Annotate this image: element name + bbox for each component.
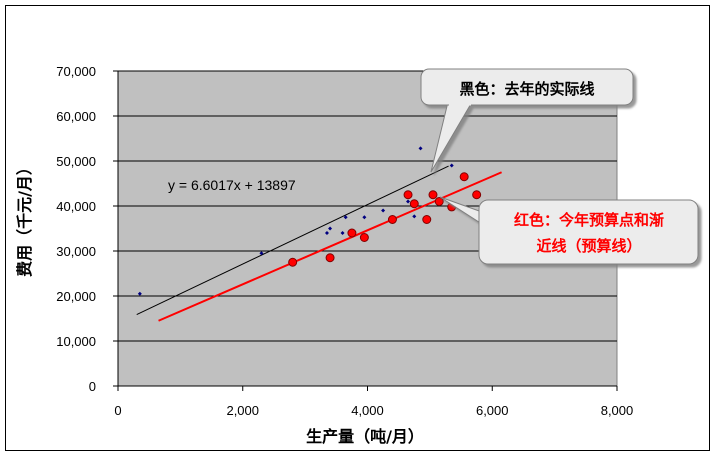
y-axis-title: 费用（千元/月） [15, 159, 34, 277]
callout-black-line [420, 68, 634, 173]
x-axis-title: 生产量（吨/月） [306, 427, 424, 446]
budget-point [472, 190, 482, 200]
y-tick-label: 10,000 [56, 334, 96, 349]
budget-point [387, 215, 397, 224]
actual-point [328, 226, 333, 231]
actual-point [381, 208, 386, 213]
actual-point [418, 146, 423, 151]
budget-point [434, 197, 444, 206]
actual-point [137, 291, 142, 296]
x-tick-label: 0 [114, 403, 121, 418]
x-tick-label: 6,000 [476, 403, 509, 418]
y-tick-label: 20,000 [56, 289, 96, 304]
y-tick-label: 0 [89, 379, 96, 394]
actual-point [412, 214, 417, 219]
budget-point [325, 253, 335, 263]
actual-point [324, 231, 329, 235]
budget-point [422, 215, 432, 224]
actual-point [406, 199, 411, 204]
callout-red-line-text-2: 近线（预算线） [536, 237, 641, 255]
callout-black-line-text: 黑色：去年的实际线 [459, 80, 594, 98]
actual-point [362, 215, 367, 220]
actual-point [340, 231, 345, 235]
actual-point [259, 251, 264, 256]
x-tick-label: 8,000 [601, 403, 634, 418]
trendline-actual [136, 165, 449, 316]
y-tick-label: 70,000 [56, 64, 96, 79]
actual-point [343, 215, 348, 220]
trendlines [136, 165, 503, 322]
budget-point [459, 172, 469, 182]
budget-point [288, 257, 298, 267]
data-points [137, 146, 482, 296]
budget-point [409, 199, 419, 209]
x-tick-label: 4,000 [351, 403, 384, 418]
budget-point [403, 190, 413, 200]
callout-red-line [439, 196, 699, 265]
x-tick-label: 2,000 [226, 403, 259, 418]
axes: 0 10,000 20,000 30,000 40,000 50,000 60,000 70,… [56, 64, 633, 418]
budget-point [428, 190, 438, 200]
y-tick-label: 50,000 [56, 154, 96, 169]
y-tick-label: 30,000 [56, 244, 96, 259]
callout-red-line-text-1: 红色：今年预算点和渐 [514, 211, 664, 229]
y-tick-label: 60,000 [56, 109, 96, 124]
trendline-equation: y = 6.6017x + 13897 [168, 177, 296, 193]
actual-point [449, 163, 454, 168]
trendline-budget [158, 171, 503, 322]
budget-point [359, 233, 369, 242]
y-tick-label: 40,000 [56, 199, 96, 214]
budget-point [347, 228, 357, 238]
